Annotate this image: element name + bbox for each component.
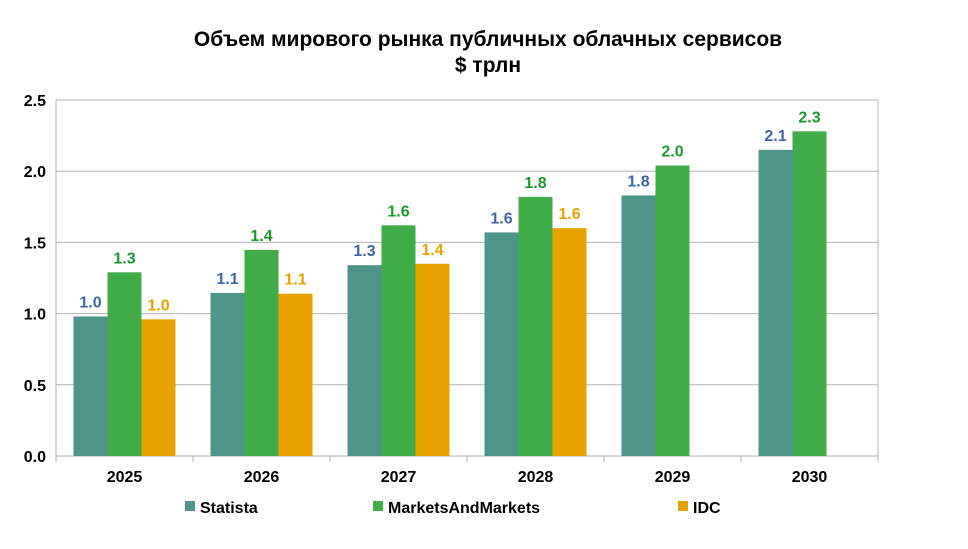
data-label: 2.1: [764, 128, 786, 145]
bar-marketsandmarkets-2026: [244, 249, 279, 456]
legend-label: Statista: [200, 500, 258, 517]
data-label: 1.3: [353, 243, 375, 260]
data-label: 1.6: [558, 206, 580, 223]
x-tick-label: 2027: [381, 469, 417, 486]
data-label: 2.0: [661, 144, 683, 161]
bar-statista-2028: [484, 232, 519, 456]
data-label: 1.4: [250, 228, 272, 245]
data-label: 1.6: [387, 203, 409, 220]
legend-label: MarketsAndMarkets: [388, 500, 540, 517]
bar-idc-2026: [278, 293, 313, 456]
x-tick-label: 2030: [792, 469, 828, 486]
data-label: 1.1: [216, 271, 238, 288]
data-label: 2.3: [798, 109, 820, 126]
bar-statista-2029: [621, 195, 656, 456]
bar-marketsandmarkets-2029: [655, 165, 690, 456]
chart-title: Объем мирового рынка публичных облачных …: [194, 28, 782, 51]
y-tick-label: 2.5: [24, 93, 46, 110]
y-tick-label: 2.0: [24, 164, 46, 181]
x-tick-label: 2028: [518, 469, 554, 486]
bar-statista-2026: [210, 292, 245, 456]
y-tick-label: 0.0: [24, 449, 46, 466]
legend-swatch: [678, 501, 688, 511]
x-tick-label: 2026: [244, 469, 280, 486]
legend-swatch: [373, 501, 383, 511]
bar-marketsandmarkets-2028: [518, 196, 553, 456]
bar-statista-2025: [73, 316, 108, 456]
data-label: 1.0: [147, 297, 169, 314]
x-tick-label: 2029: [655, 469, 691, 486]
data-label: 1.0: [79, 294, 101, 311]
bar-marketsandmarkets-2027: [381, 225, 416, 456]
data-label: 1.4: [421, 242, 443, 259]
bar-marketsandmarkets-2030: [792, 131, 827, 456]
legend-swatch: [185, 501, 195, 511]
bar-idc-2025: [141, 319, 176, 456]
bar-idc-2028: [552, 228, 587, 456]
bar-statista-2030: [758, 149, 793, 456]
legend-label: IDC: [693, 500, 721, 517]
chart-subtitle: $ трлн: [455, 54, 521, 77]
x-tick-label: 2025: [107, 469, 143, 486]
data-label: 1.6: [490, 210, 512, 227]
y-tick-label: 0.5: [24, 378, 46, 395]
data-label: 1.8: [627, 173, 649, 190]
bar-idc-2027: [415, 263, 450, 456]
data-label: 1.3: [113, 250, 135, 267]
data-label: 1.8: [524, 175, 546, 192]
y-tick-label: 1.5: [24, 235, 46, 252]
y-tick-label: 1.0: [24, 307, 46, 324]
data-label: 1.1: [284, 272, 306, 289]
bar-statista-2027: [347, 265, 382, 456]
bar-marketsandmarkets-2025: [107, 272, 142, 456]
